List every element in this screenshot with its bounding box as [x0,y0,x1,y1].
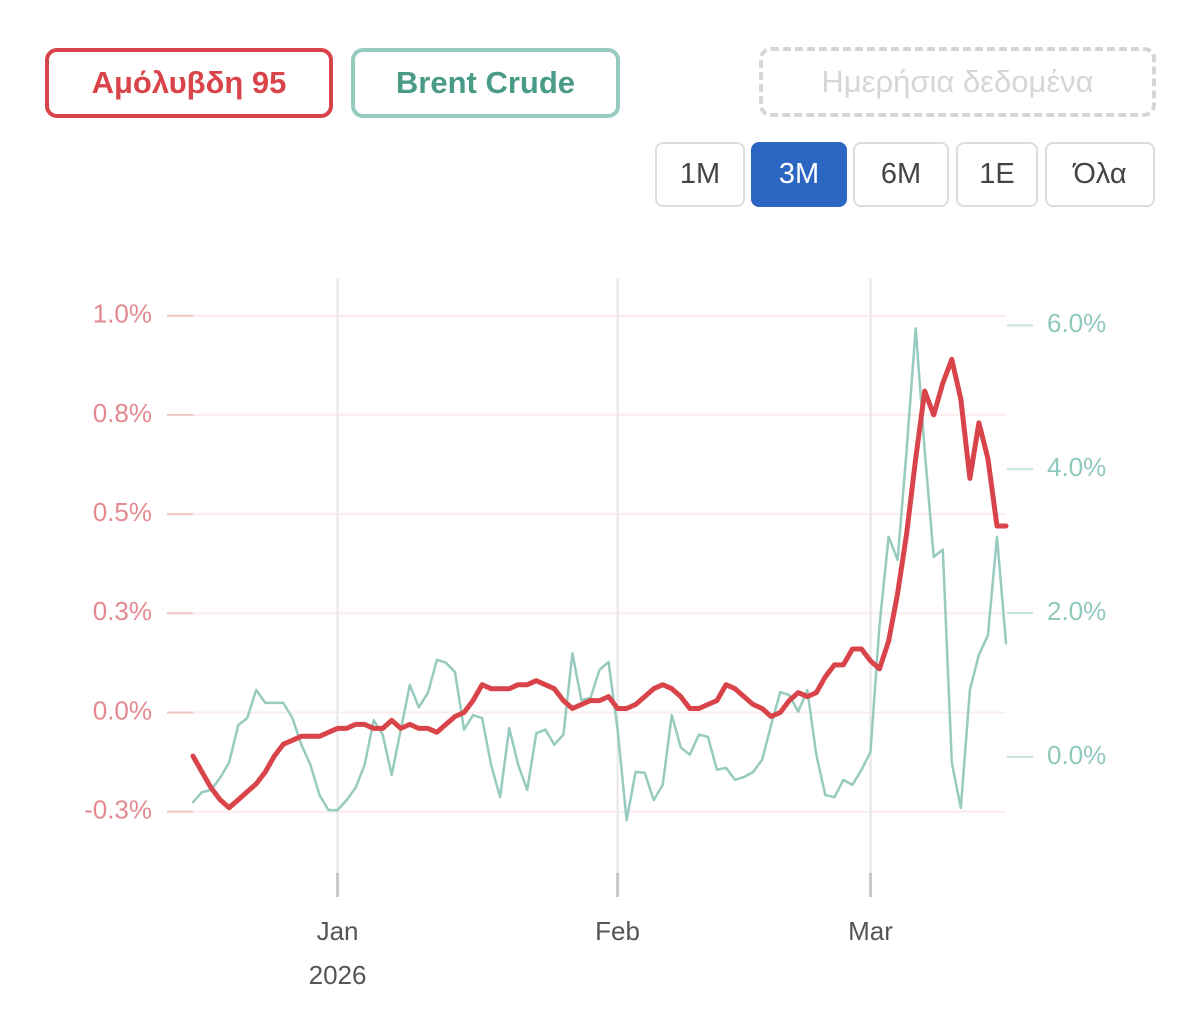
y-tick-label: 1.0% [93,299,152,329]
x-tick-label: Mar [848,916,893,946]
y-tick-label: 0.5% [93,497,152,527]
y-tick-label: 0.8% [93,398,152,428]
daily-toggle[interactable]: Ημερήσια δεδομένα [759,47,1156,117]
y-tick-label: 0.0% [93,695,152,725]
y2-tick-label: 0.0% [1047,740,1106,770]
series-toggle[interactable]: Αμόλυβδη 95 [45,48,333,118]
y-tick-label: 0.3% [93,596,152,626]
series-toggle[interactable]: Brent Crude [351,48,620,118]
y-tick-label: -0.3% [84,795,152,825]
range-button[interactable]: 6M [853,142,949,207]
series-line [190,356,1009,811]
range-button[interactable]: 1E [956,142,1038,207]
range-button[interactable]: Όλα [1045,142,1155,207]
y2-tick-label: 4.0% [1047,452,1106,482]
x-year-label: 2026 [309,960,367,990]
range-button[interactable]: 1M [655,142,745,207]
range-button[interactable]: 3M [751,142,847,207]
series-line [191,326,1008,822]
y2-tick-label: 6.0% [1047,308,1106,338]
x-tick-label: Jan [317,916,359,946]
y2-tick-label: 2.0% [1047,596,1106,626]
x-tick-label: Feb [595,916,640,946]
